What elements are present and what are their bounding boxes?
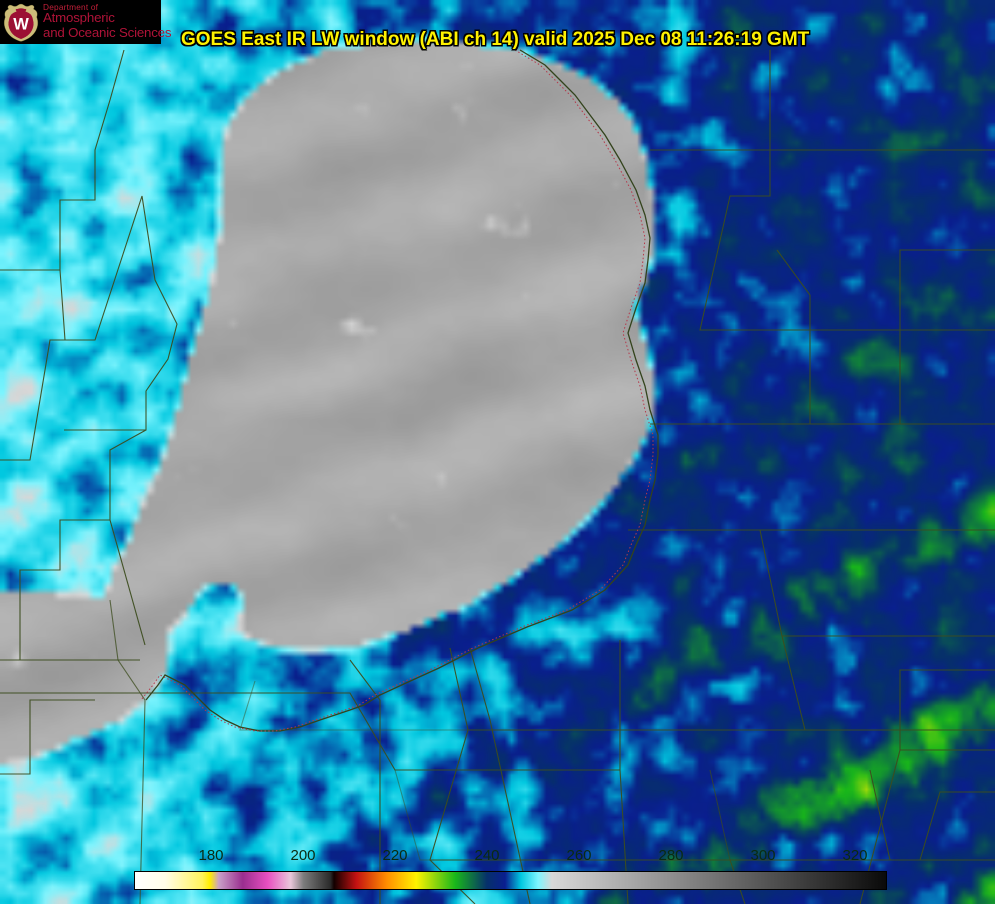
svg-text:W: W (13, 16, 29, 34)
